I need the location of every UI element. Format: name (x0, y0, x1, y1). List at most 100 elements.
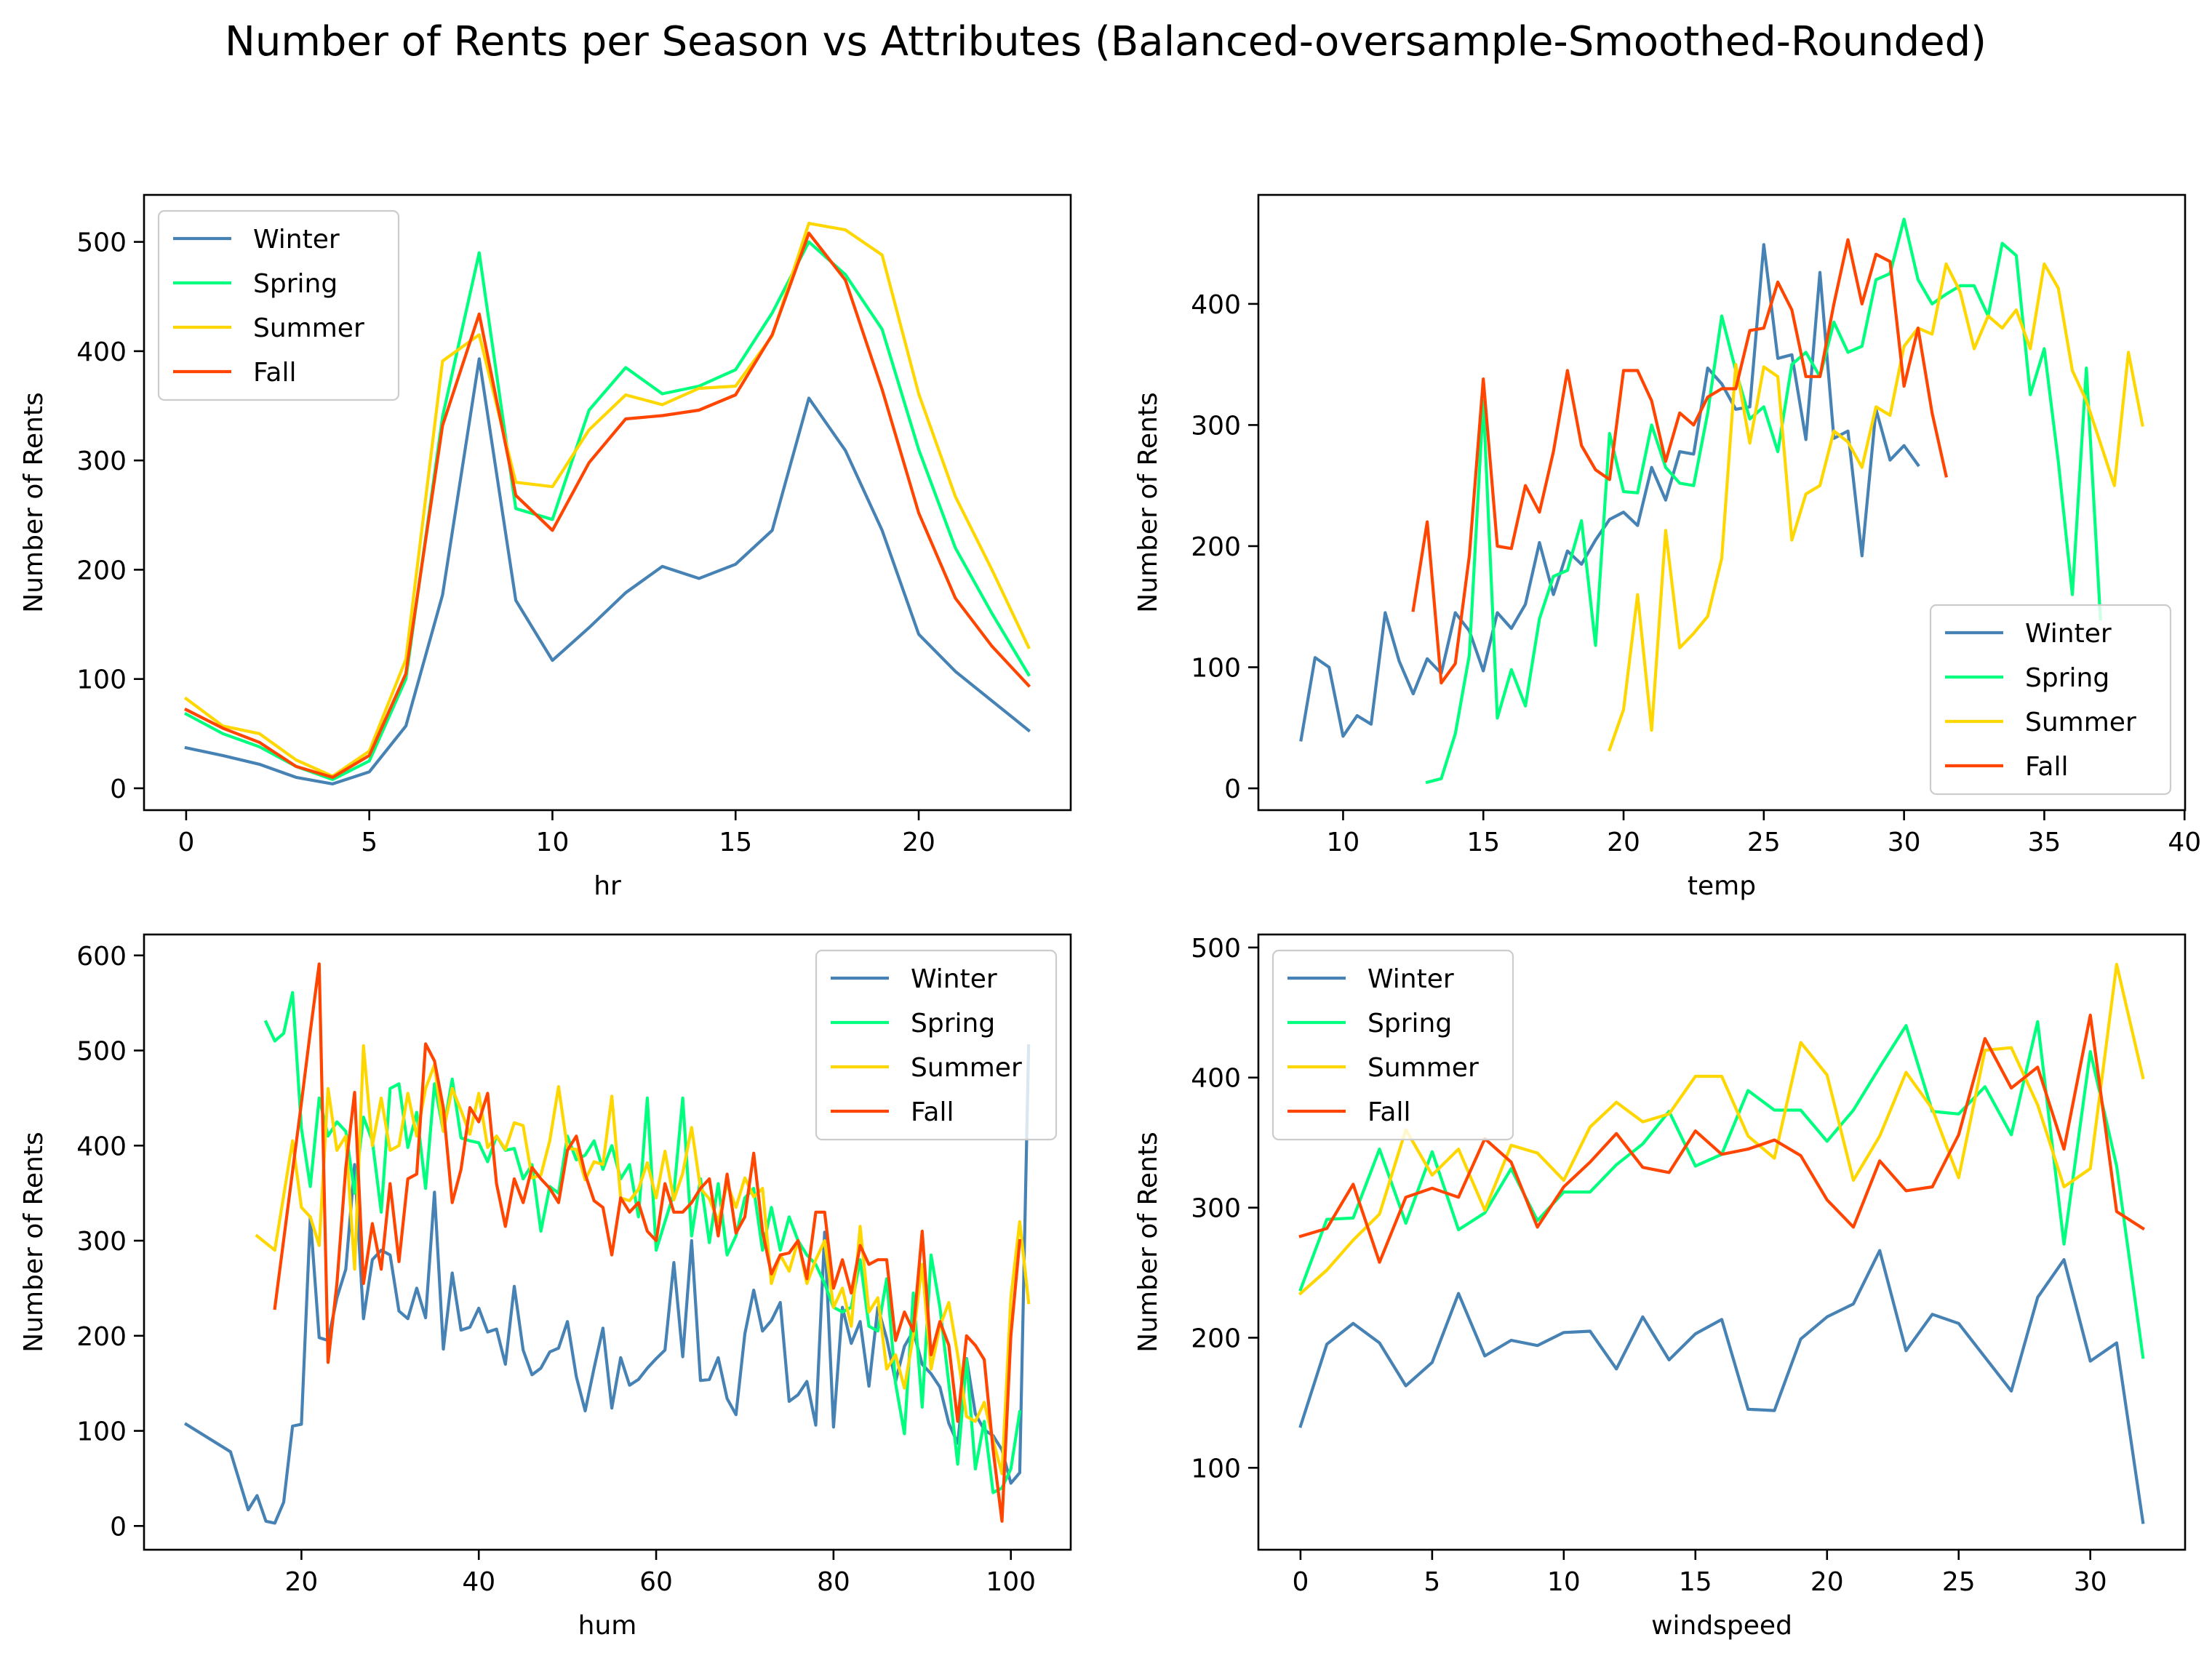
series-line-summer (1298, 962, 2145, 1296)
x-tick-label: 20 (902, 828, 935, 857)
series-line-summer (1608, 262, 2144, 752)
axes-frame (143, 933, 1072, 1551)
x-tick-label: 100 (986, 1567, 1036, 1597)
subplot-hum: 20 40 60 80 100 0 100 200 300 400 500 600 hum Number … (19, 933, 1072, 1641)
x-axis-label: hum (578, 1611, 637, 1641)
legend: Winter Spring Summer Fall (815, 949, 1058, 1141)
y-tick-label: 300 (76, 447, 127, 476)
legend: Winter Spring Summer Fall (157, 209, 400, 401)
series-line-fall (273, 962, 1022, 1523)
y-tick-label: 100 (76, 1417, 127, 1447)
y-tick-label: 300 (1191, 411, 1241, 441)
x-tick-label: 20 (284, 1567, 318, 1597)
x-tick-label: 10 (1327, 828, 1360, 857)
x-tick-label: 40 (2168, 828, 2201, 857)
x-tick-label: 60 (639, 1567, 673, 1597)
x-tick-label: 80 (817, 1567, 850, 1597)
legend-box (157, 209, 400, 401)
y-tick-label: 500 (76, 1037, 127, 1067)
series-line-spring (263, 990, 1022, 1494)
axes-frame (1257, 933, 2187, 1551)
y-tick-label: 400 (1191, 290, 1241, 320)
x-axis-label: windspeed (1651, 1611, 1792, 1641)
y-tick-label: 400 (76, 1132, 127, 1161)
y-tick-label: 200 (1191, 1324, 1241, 1353)
x-tick-label: 5 (361, 828, 378, 857)
series-line-fall (1298, 1013, 2146, 1264)
y-tick-label: 300 (76, 1227, 127, 1257)
x-tick-label: 35 (2028, 828, 2061, 857)
series-group (184, 962, 1031, 1525)
x-tick-label: 5 (1424, 1567, 1440, 1597)
x-axis-label: temp (1688, 871, 1756, 901)
x-tick-label: 25 (1942, 1567, 1976, 1597)
legend-label-fall: Fall (911, 1097, 954, 1127)
x-tick-label: 15 (1466, 828, 1500, 857)
series-line-spring (184, 240, 1031, 782)
x-tick-label: 40 (462, 1567, 495, 1597)
legend-label-summer: Summer (1367, 1053, 1479, 1083)
x-tick-label: 0 (1292, 1567, 1309, 1597)
legend: Winter Spring Summer Fall (1929, 604, 2172, 796)
series-line-winter (1298, 1249, 2145, 1524)
legend-box (1271, 949, 1514, 1141)
y-tick-label: 200 (76, 1322, 127, 1352)
y-axis-label: Number of Rents (1133, 392, 1163, 612)
x-tick-label: 10 (1547, 1567, 1581, 1597)
y-axis-label: Number of Rents (19, 1132, 49, 1352)
y-tick-label: 500 (76, 228, 127, 258)
series-line-fall (184, 231, 1031, 780)
y-axis-label: Number of Rents (1133, 1132, 1163, 1352)
legend-label-summer: Summer (253, 313, 364, 343)
series-group (183, 222, 1031, 786)
subplot-windspeed: 0 5 10 15 20 25 30 100 200 300 400 500 windspeed Numb… (1133, 933, 2187, 1641)
y-tick-label: 400 (76, 337, 127, 367)
y-tick-label: 100 (1191, 1454, 1241, 1484)
legend-label-fall: Fall (1367, 1097, 1410, 1127)
x-tick-label: 0 (177, 828, 194, 857)
legend-label-summer: Summer (911, 1053, 1022, 1083)
x-tick-label: 15 (719, 828, 752, 857)
x-tick-label: 30 (1888, 828, 1921, 857)
legend-label-fall: Fall (253, 358, 296, 388)
x-axis-label: hr (594, 871, 621, 901)
legend-label-winter: Winter (1367, 964, 1454, 994)
y-tick-label: 0 (1224, 775, 1241, 804)
y-tick-label: 100 (1191, 653, 1241, 683)
y-tick-label: 200 (1191, 532, 1241, 562)
y-tick-label: 0 (110, 775, 127, 804)
y-axis-label: Number of Rents (19, 392, 49, 612)
legend-label-fall: Fall (2025, 752, 2068, 782)
legend-box (1929, 604, 2172, 796)
y-tick-label: 200 (76, 556, 127, 585)
x-tick-label: 10 (536, 828, 570, 857)
y-tick-label: 0 (110, 1512, 127, 1542)
legend: Winter Spring Summer Fall (1271, 949, 1514, 1141)
legend-box (815, 949, 1058, 1141)
series-group (1299, 217, 2144, 785)
legend-label-spring: Spring (253, 269, 338, 299)
x-tick-label: 15 (1679, 1567, 1712, 1597)
x-tick-label: 20 (1810, 1567, 1844, 1597)
series-line-winter (184, 357, 1031, 786)
x-tick-label: 30 (2074, 1567, 2107, 1597)
legend-label-winter: Winter (253, 225, 340, 255)
legend-label-winter: Winter (2025, 619, 2112, 649)
series-line-winter (1299, 243, 1920, 742)
legend-label-winter: Winter (911, 964, 997, 994)
y-tick-label: 400 (1191, 1064, 1241, 1094)
y-tick-label: 100 (76, 665, 127, 695)
legend-label-spring: Spring (911, 1009, 995, 1038)
axes-frame (143, 193, 1072, 812)
series-line-fall (1411, 238, 1949, 685)
series-line-summer (255, 1044, 1031, 1476)
x-tick-label: 20 (1607, 828, 1640, 857)
y-tick-label: 500 (1191, 934, 1241, 964)
legend-label-spring: Spring (1367, 1009, 1452, 1038)
y-tick-label: 300 (1191, 1194, 1241, 1224)
series-line-summer (183, 222, 1031, 778)
x-tick-label: 25 (1747, 828, 1781, 857)
